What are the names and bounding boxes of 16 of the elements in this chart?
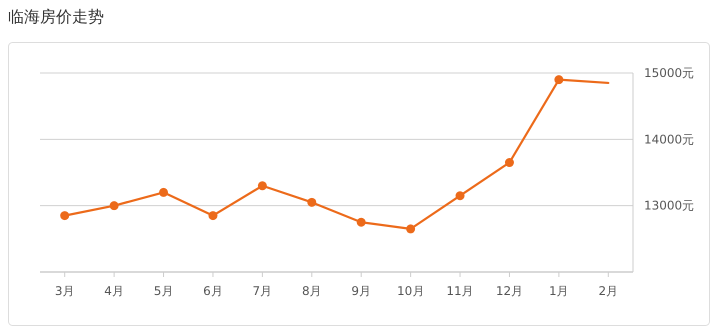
y-tick-label: 13000元 xyxy=(644,198,694,213)
x-tick-label: 8月 xyxy=(302,284,322,298)
x-tick-label: 10月 xyxy=(396,284,424,298)
x-tick-label: 7月 xyxy=(252,284,272,298)
x-tick-label: 1月 xyxy=(549,284,569,298)
x-tick-label: 11月 xyxy=(446,284,474,298)
x-tick-label: 9月 xyxy=(351,284,372,298)
x-tick-label: 3月 xyxy=(54,284,75,298)
x-tick-label: 6月 xyxy=(203,284,223,298)
x-tick-label: 2月 xyxy=(598,284,618,298)
y-tick-label: 15000元 xyxy=(644,66,694,80)
x-tick-label: 4月 xyxy=(104,284,124,298)
x-tick-label: 12月 xyxy=(496,284,524,298)
y-tick-label: 14000元 xyxy=(644,132,694,146)
chart-title: 临海房价走势 xyxy=(8,7,104,26)
x-tick-label: 5月 xyxy=(154,284,174,298)
